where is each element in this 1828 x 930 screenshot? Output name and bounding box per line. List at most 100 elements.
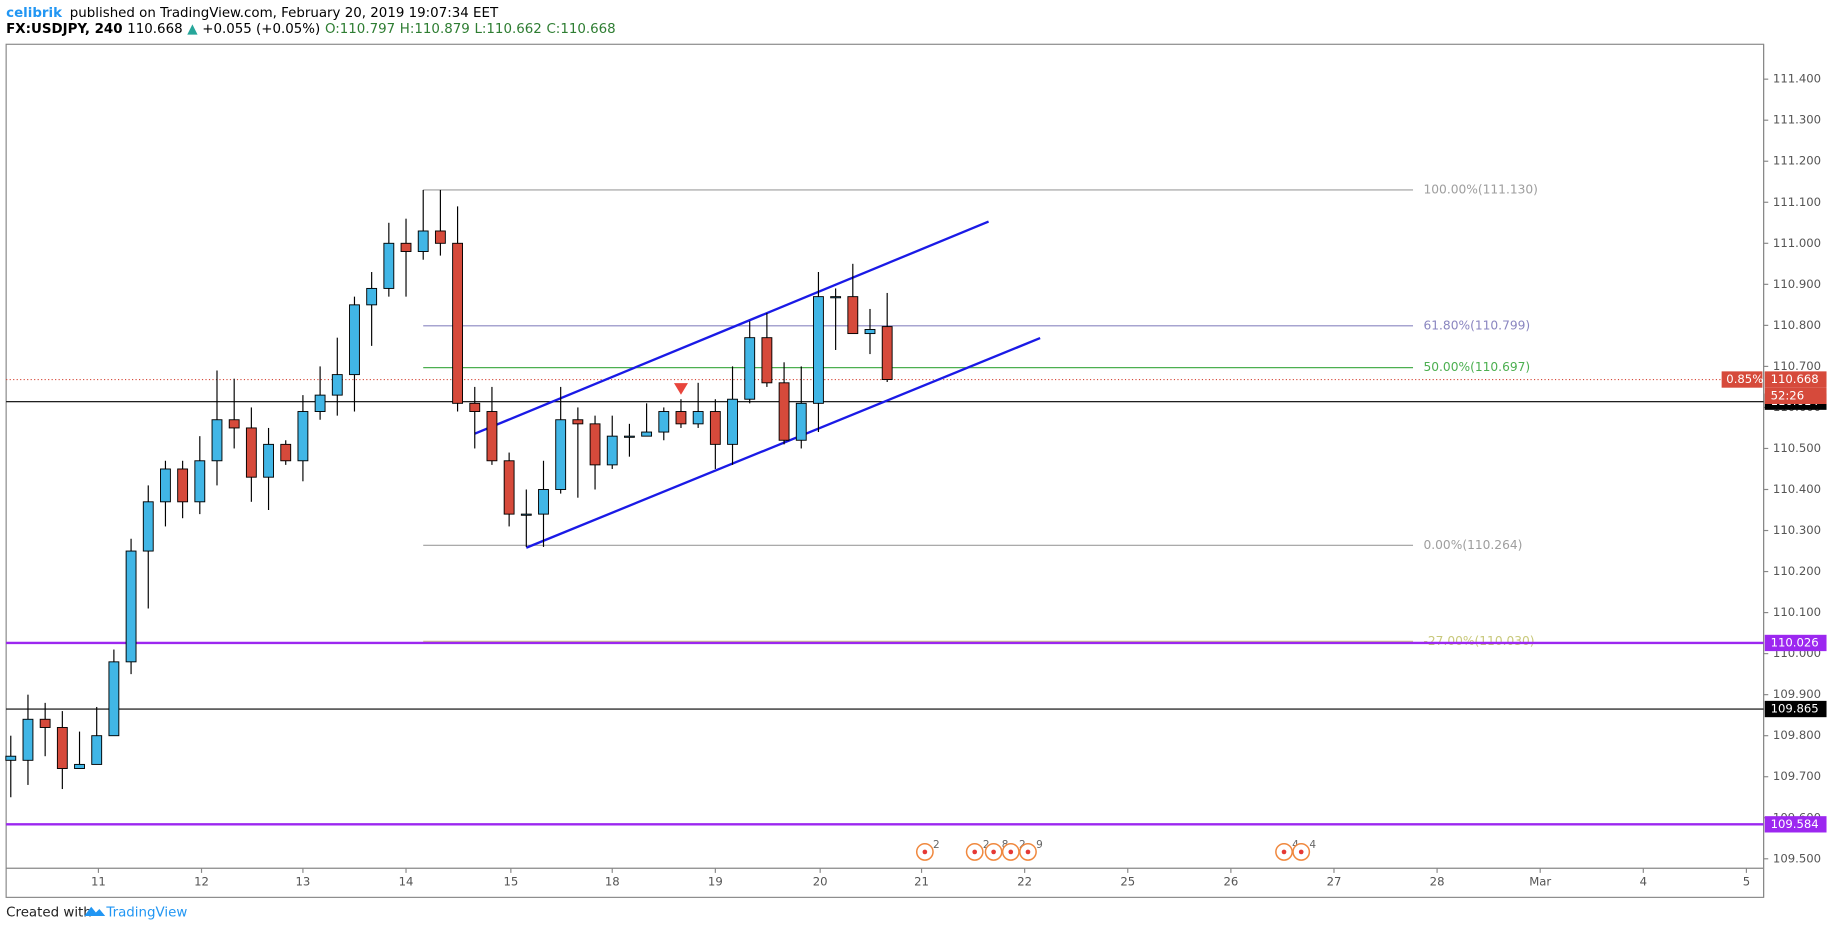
- event-dot: [972, 849, 978, 855]
- signal-marker: [673, 383, 688, 395]
- candle-body: [280, 443, 292, 462]
- author[interactable]: celibrik: [6, 6, 63, 21]
- y-tick-label: 110.900: [1773, 277, 1821, 291]
- candle-body: [555, 419, 567, 490]
- candle-body: [400, 242, 412, 252]
- candle-body: [761, 337, 773, 384]
- x-tick-label: 4: [1640, 875, 1647, 889]
- candle-body: [469, 402, 481, 412]
- candle-body: [434, 230, 446, 244]
- event-dot: [1008, 849, 1014, 855]
- title: published on TradingView.com, February 2…: [70, 6, 499, 21]
- candle-body: [795, 402, 807, 441]
- candle-body: [881, 326, 893, 380]
- candle-body: [830, 296, 842, 299]
- header-line: celibrik published on TradingView.com, F…: [6, 6, 499, 21]
- footer-brand[interactable]: TradingView: [105, 906, 187, 921]
- x-tick-label: 19: [708, 875, 723, 889]
- candle-body: [692, 411, 704, 425]
- x-tick-label: 15: [503, 875, 518, 889]
- candle-body: [263, 443, 274, 478]
- candle-body: [589, 423, 601, 466]
- x-tick-label: 27: [1327, 875, 1342, 889]
- y-tick-label: 109.700: [1773, 769, 1821, 783]
- y-tick-label: 111.000: [1773, 236, 1821, 250]
- candle-body: [847, 296, 859, 335]
- candle-body: [641, 431, 653, 437]
- x-tick-label: 25: [1120, 875, 1135, 889]
- price-tag-label: 52:26: [1771, 388, 1805, 402]
- x-tick-label: 18: [605, 875, 620, 889]
- percent-tag-label: 0.85%: [1726, 372, 1763, 386]
- y-tick-label: 110.700: [1773, 359, 1821, 373]
- x-tick-label: 26: [1223, 875, 1238, 889]
- candle-body: [383, 242, 395, 289]
- candle-body: [417, 230, 429, 252]
- fib-label: 50.00%(110.697): [1424, 360, 1531, 374]
- candle-body: [194, 460, 206, 503]
- y-tick-label: 110.400: [1773, 482, 1821, 496]
- y-tick-label: 109.800: [1773, 728, 1821, 742]
- event-dot: [1281, 849, 1287, 855]
- candle-body: [744, 337, 756, 400]
- candle-body: [778, 382, 790, 441]
- y-tick-label: 111.400: [1773, 72, 1821, 86]
- candle-body: [5, 755, 17, 761]
- candle-body: [864, 329, 876, 335]
- price-tag: [1764, 634, 1827, 652]
- x-tick-label: 20: [813, 875, 828, 889]
- y-tick-label: 110.500: [1773, 441, 1821, 455]
- candle-body: [572, 419, 584, 425]
- price-tag-label: 109.865: [1771, 702, 1819, 716]
- y-tick-label: 109.900: [1773, 687, 1821, 701]
- header-part: 110.668: [127, 22, 182, 37]
- y-tick-label: 109.500: [1773, 851, 1821, 865]
- x-tick-label: 13: [296, 875, 311, 889]
- candle-body: [813, 296, 824, 404]
- price-tag-label: 110.668: [1771, 372, 1819, 386]
- candle-body: [314, 394, 326, 412]
- y-tick-label: 111.100: [1773, 195, 1821, 209]
- candle-body: [108, 661, 120, 737]
- price-tag-label: 110.026: [1771, 635, 1819, 649]
- x-tick-label: Mar: [1529, 875, 1551, 889]
- x-tick-label: 5: [1743, 875, 1750, 889]
- event-dot: [1025, 849, 1031, 855]
- candle-body: [503, 460, 515, 515]
- price-tag: [1764, 387, 1827, 405]
- x-tick-label: 28: [1430, 875, 1445, 889]
- candle-body: [606, 435, 618, 466]
- channel-line: [525, 337, 1041, 549]
- header-part: L:110.662: [474, 22, 541, 37]
- event-label: 9: [1036, 839, 1043, 851]
- y-tick-label: 110.800: [1773, 318, 1821, 332]
- candle-body: [297, 411, 309, 462]
- candle-body: [331, 374, 343, 396]
- candle-body: [160, 468, 171, 503]
- event-dot: [991, 849, 996, 855]
- header-part: C:110.668: [546, 22, 615, 37]
- x-tick-label: 11: [91, 875, 106, 889]
- x-tick-label: 14: [399, 875, 414, 889]
- candle-body: [74, 763, 85, 769]
- event-dot: [922, 849, 928, 855]
- event-label: 2: [983, 839, 990, 851]
- candle-body: [91, 735, 103, 765]
- candle-body: [22, 718, 34, 761]
- candle-body: [125, 550, 137, 663]
- fib-label: -27.00%(110.030): [1424, 634, 1535, 648]
- candle-body: [658, 411, 670, 433]
- percent-tag: [1721, 371, 1763, 388]
- logo-icon: [84, 906, 106, 917]
- candle-body: [624, 435, 635, 438]
- price-tag: [1764, 371, 1827, 388]
- candle-body: [349, 304, 360, 376]
- price-tag: [1764, 816, 1827, 833]
- header-part: FX:USDJPY, 240: [6, 22, 122, 37]
- price-tag: [1764, 700, 1827, 718]
- candle-body: [211, 419, 223, 462]
- header-part: +0.055 (+0.05%): [202, 22, 320, 37]
- footer: Created with: [6, 906, 92, 921]
